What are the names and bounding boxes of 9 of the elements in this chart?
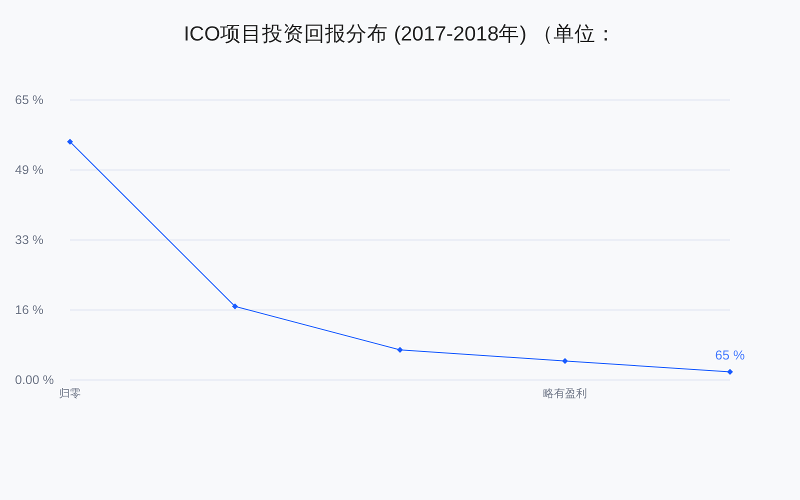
ytick: 33 % — [15, 233, 44, 247]
ytick: 49 % — [15, 163, 44, 177]
ytick: 0.00 % — [15, 373, 54, 387]
annotation: 65 % — [715, 347, 745, 362]
xtick: 归零 — [59, 388, 81, 400]
title: ICO项目投资回报分布 (2017-2018年) （单位： — [184, 22, 616, 46]
ytick: 65 % — [15, 93, 44, 107]
ytick: 16 % — [15, 303, 44, 317]
xtick: 略有盈利 — [543, 388, 587, 400]
